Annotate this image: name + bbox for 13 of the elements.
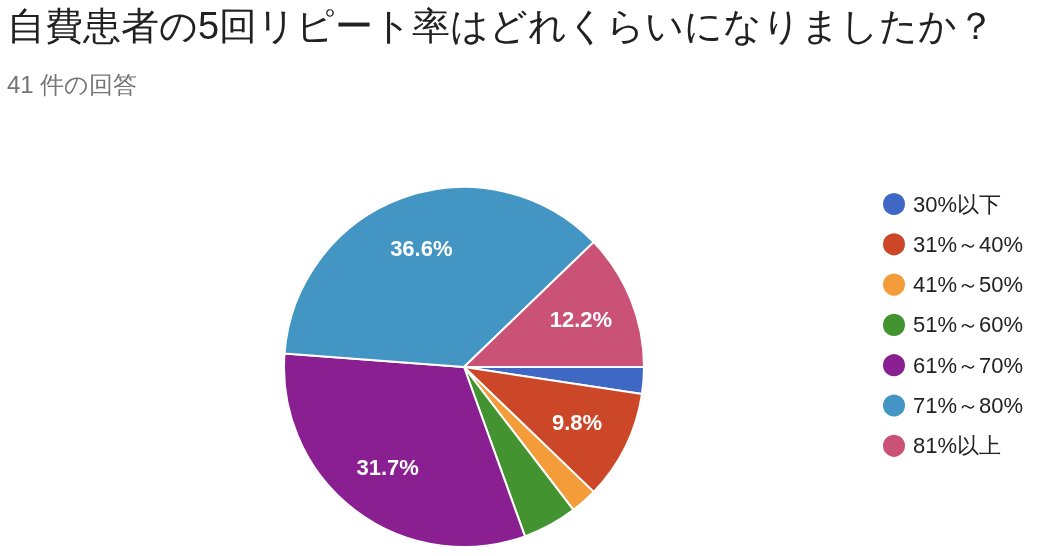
legend-label: 71%～80% (913, 393, 1024, 418)
legend-label: 81%以上 (913, 433, 1002, 459)
chart-title: 自費患者の5回リピート率はどれくらいになりましたか？ (7, 5, 996, 47)
legend-label: 30%以下 (913, 191, 1002, 217)
data-label: 31.7% (356, 454, 419, 480)
data-label: 36.6% (390, 235, 453, 261)
text: 41 件の回答 (7, 70, 138, 98)
legend-label: 61%～70% (913, 352, 1024, 378)
legend-label: 31%～40% (913, 231, 1024, 257)
legend-label: 41%～50% (913, 272, 1024, 298)
legend-label: 51%～60% (913, 312, 1024, 338)
data-label: 12.2% (549, 307, 613, 333)
data-label: 9.8% (551, 410, 603, 436)
